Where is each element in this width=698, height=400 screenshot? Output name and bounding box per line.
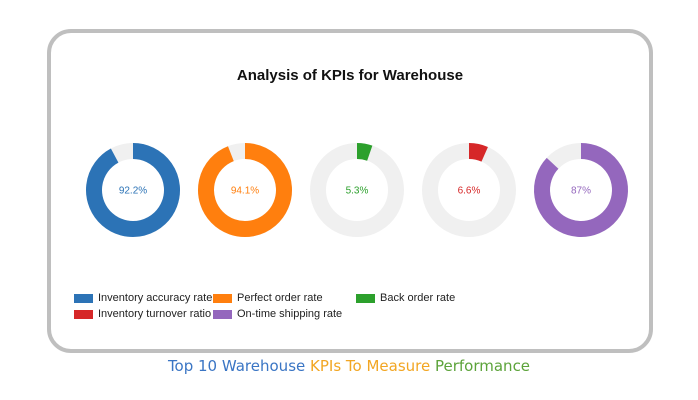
legend-label: Back order rate bbox=[380, 292, 456, 304]
legend-label: On-time shipping rate bbox=[237, 308, 343, 320]
legend-item: Inventory accuracy rate bbox=[74, 292, 212, 304]
legend-item: On-time shipping rate bbox=[213, 308, 342, 320]
donut-value-arc bbox=[198, 143, 292, 237]
donut-perfect-order-rate: 94.1% bbox=[198, 143, 292, 237]
donut-charts: 92.2% 94.1% 5.3% 6.6% 87% bbox=[86, 143, 628, 237]
donut-value-arc bbox=[534, 143, 628, 237]
legend-item: Back order rate bbox=[356, 292, 455, 304]
legend-swatch bbox=[356, 293, 375, 303]
donut-percent-label: 94.1% bbox=[231, 186, 259, 197]
donut-value-arc bbox=[468, 143, 488, 162]
legend-swatch bbox=[74, 293, 93, 303]
legend-swatch bbox=[213, 309, 232, 319]
donut-on-time-shipping-rate: 87% bbox=[534, 143, 628, 237]
donut-inventory-accuracy-rate: 92.2% bbox=[86, 143, 180, 237]
legend-swatch bbox=[213, 293, 232, 303]
donut-back-order-rate: 5.3% bbox=[310, 143, 404, 237]
caption-part-1: Top 10 Warehouse bbox=[167, 357, 311, 375]
donut-percent-label: 92.2% bbox=[119, 186, 147, 197]
legend-item: Inventory turnover ratio bbox=[74, 308, 211, 320]
donut-percent-label: 87% bbox=[571, 186, 591, 197]
legend-label: Perfect order rate bbox=[237, 292, 323, 304]
donut-percent-label: 6.6% bbox=[458, 186, 481, 197]
chart-frame: Analysis of KPIs for Warehouse 92.2% 94.1… bbox=[47, 29, 653, 353]
donut-value-arc bbox=[86, 143, 180, 237]
legend-item: Perfect order rate bbox=[213, 292, 323, 304]
caption-part-3: Performance bbox=[434, 357, 531, 375]
legend-label: Inventory turnover ratio bbox=[98, 308, 212, 320]
caption: Top 10 Warehouse KPIs To Measure Perform… bbox=[0, 357, 698, 375]
caption-part-2: KPIs To Measure bbox=[310, 357, 435, 375]
donut-inventory-turnover-ratio: 6.6% bbox=[422, 143, 516, 237]
legend-label: Inventory accuracy rate bbox=[98, 292, 213, 304]
donut-value-arc bbox=[356, 143, 373, 161]
legend-swatch bbox=[74, 309, 93, 319]
chart-title: Analysis of KPIs for Warehouse bbox=[236, 67, 464, 84]
donut-percent-label: 5.3% bbox=[346, 186, 369, 197]
